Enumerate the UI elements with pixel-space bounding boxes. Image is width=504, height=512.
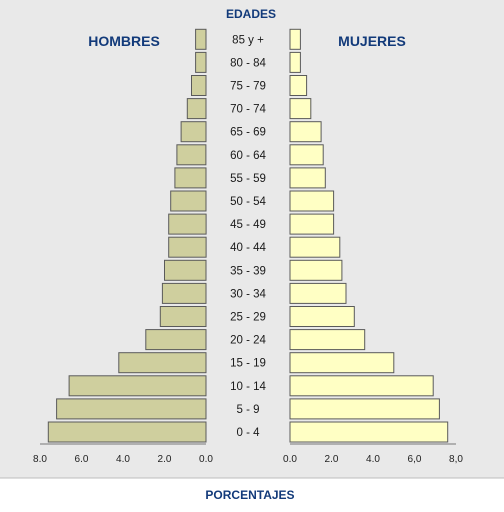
bar-hombres [168,213,207,235]
age-group-label: 70 - 74 [230,104,266,116]
bar-mujeres [289,144,324,166]
left-tick-labels: 8.0 6.0 4.0 2.0 0.0 [33,454,213,465]
tick-label-right: 0.0 [283,454,297,465]
tick-label-right: 4.0 [366,454,380,465]
hombres-bars [47,28,207,443]
bar-mujeres [289,421,449,443]
bar-mujeres [289,51,301,73]
tick-label-right: 2.0 [325,454,339,465]
bar-mujeres [289,306,355,327]
bar-hombres [195,51,207,73]
bar-hombres [170,190,207,212]
age-group-label: 25 - 29 [230,312,266,324]
bar-mujeres [289,121,322,143]
age-group-label: 80 - 84 [230,57,266,69]
tick-label-left: 2.0 [158,454,172,465]
bar-mujeres [289,398,440,420]
bar-mujeres [289,28,301,50]
bar-mujeres [289,282,347,304]
tick-label-left: 6.0 [75,454,89,465]
tick-label-left: 0.0 [199,454,213,465]
bar-hombres [180,121,207,143]
age-group-label: 85 y + [232,34,264,46]
bar-hombres [56,398,207,420]
bar-hombres [68,375,207,397]
bar-hombres [191,75,207,96]
age-group-label: 35 - 39 [230,265,266,277]
tick-label-right: 6,0 [408,454,422,465]
bar-hombres [145,329,207,351]
legend-hombres: HOMBRES [88,33,160,49]
bar-hombres [118,352,207,374]
bar-mujeres [289,167,326,189]
age-group-label: 75 - 79 [230,81,266,93]
mujeres-bars [289,28,449,443]
age-labels: 0 - 4 5 - 9 10 - 14 15 - 19 20 - 24 25 - 29 30… [230,34,266,439]
chart-title: EDADES [226,7,276,21]
bar-hombres [168,236,207,258]
bar-mujeres [289,190,335,212]
bar-hombres [176,144,207,166]
age-group-label: 10 - 14 [230,381,266,393]
age-group-label: 0 - 4 [236,427,260,439]
age-group-label: 40 - 44 [230,242,266,254]
bar-mujeres [289,98,312,120]
bar-mujeres [289,259,343,281]
bar-mujeres [289,352,395,374]
bar-hombres [195,28,207,50]
age-group-label: 50 - 54 [230,196,266,208]
age-group-label: 20 - 24 [230,335,266,347]
bar-mujeres [289,329,366,351]
age-group-label: 5 - 9 [236,404,259,416]
age-group-label: 65 - 69 [230,127,266,139]
bar-hombres [164,259,207,281]
right-tick-labels: 0.0 2.0 4.0 6,0 8,0 [283,454,463,465]
x-axis-label: PORCENTAJES [205,488,294,502]
bar-mujeres [289,213,335,235]
bar-mujeres [289,236,341,258]
age-group-label: 45 - 49 [230,219,266,231]
tick-label-right: 8,0 [449,454,463,465]
legend-mujeres: MUJERES [338,33,406,49]
bar-hombres [159,306,207,327]
bar-hombres [186,98,207,120]
bar-mujeres [289,375,434,397]
age-group-label: 30 - 34 [230,288,266,300]
age-group-label: 55 - 59 [230,173,266,185]
age-group-label: 15 - 19 [230,358,266,370]
tick-label-left: 4.0 [116,454,130,465]
age-group-label: 60 - 64 [230,150,266,162]
chart-background [0,0,504,478]
tick-label-left: 8.0 [33,454,47,465]
bar-mujeres [289,75,308,96]
bar-hombres [174,167,207,189]
bar-hombres [161,282,207,304]
bar-hombres [47,421,207,443]
